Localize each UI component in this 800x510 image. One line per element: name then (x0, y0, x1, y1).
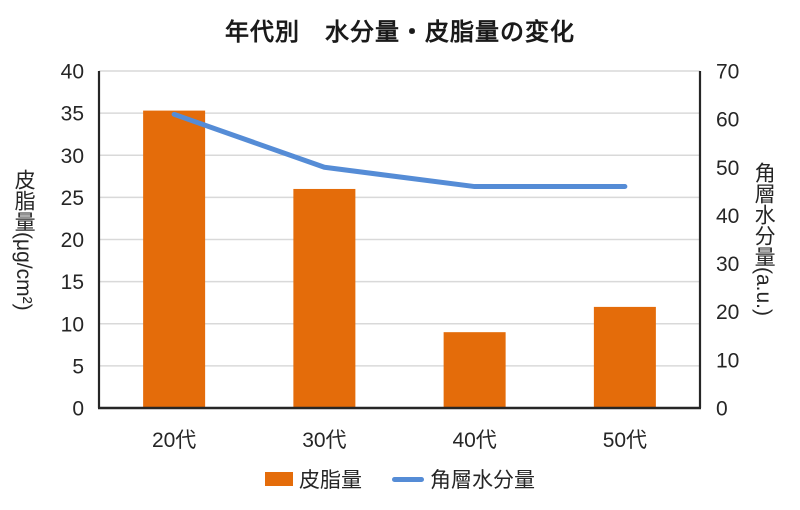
right-tick-60: 60 (716, 109, 739, 132)
moisture-line (171, 111, 628, 190)
chart-title: 年代別 水分量・皮脂量の変化 (225, 19, 575, 46)
legend-label-moisture: 角層水分量 (430, 469, 535, 492)
left-tick-0: 0 (72, 398, 84, 421)
x-label-50代: 50代 (603, 429, 647, 452)
bar-20代 (143, 110, 206, 408)
bar-30代 (293, 188, 356, 408)
left-tick-30: 30 (61, 145, 84, 168)
left-tick-20: 20 (61, 229, 84, 252)
left-tick-10: 10 (61, 313, 84, 336)
line-swatch-icon (392, 476, 424, 482)
x-label-20代: 20代 (152, 429, 196, 452)
bar-50代 (593, 306, 656, 408)
right-axis-title: 角層水分量(a.u.) (752, 162, 776, 317)
x-label-40代: 40代 (452, 429, 496, 452)
x-label-30代: 30代 (302, 429, 346, 452)
left-tick-35: 35 (61, 103, 84, 126)
right-tick-10: 10 (716, 349, 739, 372)
right-tick-0: 0 (716, 398, 728, 421)
right-tick-70: 70 (716, 61, 739, 84)
bar-40代 (443, 332, 506, 408)
right-tick-50: 50 (716, 157, 739, 180)
left-axis-title: 皮脂量(μg/cm²) (12, 168, 36, 311)
legend: 皮脂量 角層水分量 (0, 464, 800, 494)
left-tick-5: 5 (72, 355, 84, 378)
legend-label-sebum: 皮脂量 (299, 469, 362, 492)
right-tick-20: 20 (716, 301, 739, 324)
bar-swatch-icon (265, 472, 293, 486)
right-tick-30: 30 (716, 253, 739, 276)
right-tick-40: 40 (716, 205, 739, 228)
left-tick-40: 40 (61, 61, 84, 84)
left-tick-15: 15 (61, 271, 84, 294)
legend-item-sebum: 皮脂量 (265, 464, 362, 494)
left-tick-25: 25 (61, 187, 84, 210)
legend-item-moisture: 角層水分量 (392, 464, 535, 494)
